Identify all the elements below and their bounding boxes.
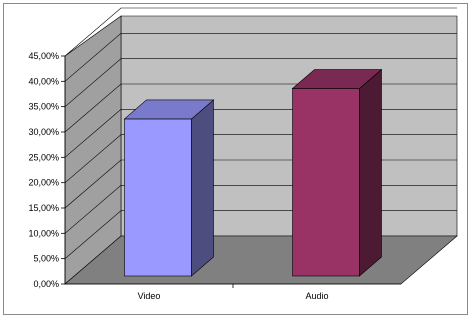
y-tick-label: 0,00% xyxy=(33,279,59,289)
y-tick-label: 45,00% xyxy=(28,51,59,61)
gridline xyxy=(64,58,457,107)
bar-top xyxy=(291,69,383,89)
bar-video xyxy=(123,99,215,277)
gridline xyxy=(64,7,457,57)
x-axis: Video Audio xyxy=(65,283,401,301)
y-tick-label: 10,00% xyxy=(28,228,59,238)
bar-front xyxy=(124,118,192,277)
bar-side xyxy=(359,68,382,277)
y-tick-label: 15,00% xyxy=(28,203,59,213)
y-tick-label: 30,00% xyxy=(28,127,59,137)
y-axis: 0,00% 5,00% 10,00% 15,00% 20,00% 25,00% 30,00%… xyxy=(28,51,66,289)
bar-top xyxy=(123,99,215,120)
y-tick-label: 25,00% xyxy=(28,152,59,162)
bars xyxy=(123,68,383,277)
y-tick-label: 40,00% xyxy=(28,76,59,86)
bar-side xyxy=(191,99,214,277)
y-tick-label: 35,00% xyxy=(28,102,59,112)
x-tick-label: Audio xyxy=(305,291,328,301)
bar-front xyxy=(292,88,360,277)
floor xyxy=(64,235,458,285)
bar-audio xyxy=(291,68,383,277)
x-tick-label: Video xyxy=(138,291,161,301)
y-tick-label: 20,00% xyxy=(28,178,59,188)
y-tick-label: 5,00% xyxy=(33,254,59,264)
gridline xyxy=(64,33,457,82)
